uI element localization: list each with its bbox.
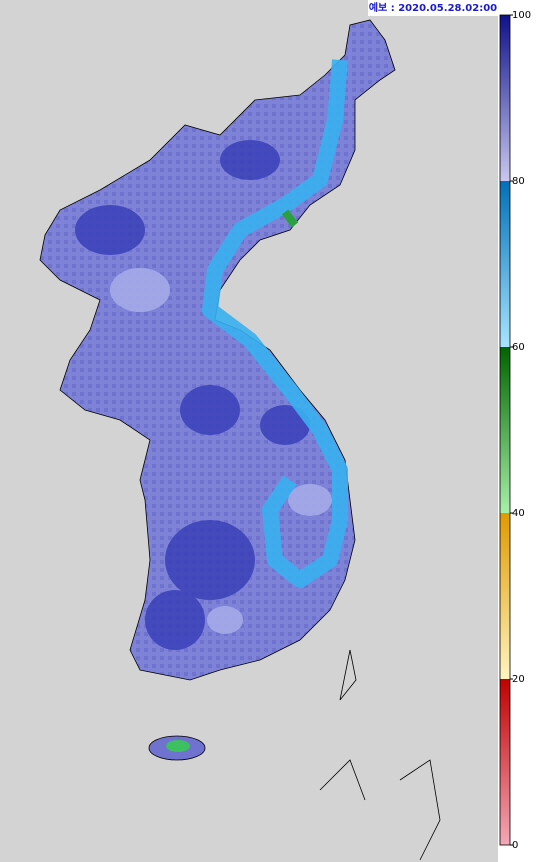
light-patches [110,268,332,634]
colorbar-outline [499,14,511,846]
colorbar-band [500,181,510,347]
colorbar: 0 20 40 60 80 100 [499,10,531,851]
colorbar-tick-label: 40 [512,508,525,519]
colorbar-tick-label: 60 [512,342,525,353]
coast-humid-band [202,59,348,588]
colorbar-tick-label: 20 [512,674,525,685]
colorbar-band [500,679,510,845]
colorbar-band [500,513,510,679]
forecast-box [368,0,498,16]
colorbar-tick-label: 100 [512,10,531,21]
colorbar-tick-label: 0 [512,840,518,851]
colorbar-band [500,347,510,513]
japan-coast [319,649,441,861]
jeju-green [166,740,190,752]
colorbar-tick-label: 80 [512,176,525,187]
green-spots [281,209,299,228]
forecast-label: 예보 : 2020.05.28.02:00 [369,1,497,14]
colorbar-band [500,15,510,181]
humidity-patches [75,140,310,650]
